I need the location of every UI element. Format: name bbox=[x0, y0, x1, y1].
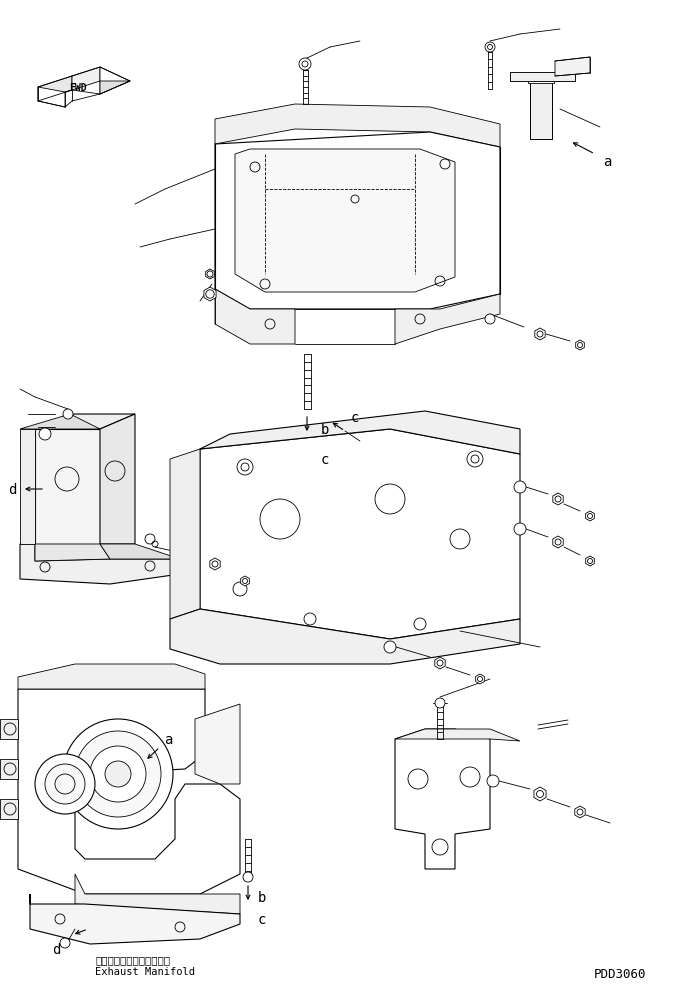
Polygon shape bbox=[20, 414, 100, 430]
Text: c: c bbox=[351, 410, 359, 425]
Polygon shape bbox=[0, 759, 18, 779]
Polygon shape bbox=[555, 58, 590, 77]
Polygon shape bbox=[200, 411, 520, 455]
Polygon shape bbox=[204, 288, 216, 302]
Polygon shape bbox=[0, 719, 18, 740]
Polygon shape bbox=[170, 609, 520, 665]
Polygon shape bbox=[38, 77, 72, 102]
Polygon shape bbox=[35, 430, 100, 544]
Polygon shape bbox=[38, 88, 65, 107]
Circle shape bbox=[75, 732, 161, 817]
Polygon shape bbox=[20, 544, 180, 585]
Circle shape bbox=[39, 429, 51, 441]
Polygon shape bbox=[20, 430, 35, 544]
Polygon shape bbox=[530, 82, 552, 140]
Polygon shape bbox=[35, 544, 110, 561]
Polygon shape bbox=[553, 494, 563, 506]
Polygon shape bbox=[206, 270, 214, 280]
Polygon shape bbox=[30, 894, 240, 944]
Circle shape bbox=[63, 719, 173, 829]
Polygon shape bbox=[575, 807, 585, 818]
Text: エキゾーストマニホールド: エキゾーストマニホールド bbox=[95, 954, 170, 964]
Circle shape bbox=[485, 315, 495, 324]
Polygon shape bbox=[100, 414, 135, 544]
Text: Exhaust Manifold: Exhaust Manifold bbox=[95, 966, 195, 976]
Polygon shape bbox=[35, 414, 135, 430]
Circle shape bbox=[487, 775, 499, 787]
Polygon shape bbox=[528, 78, 554, 84]
Text: FWD: FWD bbox=[69, 83, 87, 93]
Circle shape bbox=[384, 641, 396, 654]
Polygon shape bbox=[215, 290, 295, 345]
Polygon shape bbox=[476, 674, 484, 684]
Text: c: c bbox=[258, 912, 266, 926]
Text: d: d bbox=[52, 942, 60, 956]
Polygon shape bbox=[535, 328, 546, 340]
Polygon shape bbox=[0, 800, 18, 819]
Circle shape bbox=[105, 761, 131, 787]
Polygon shape bbox=[553, 536, 563, 548]
Circle shape bbox=[514, 524, 526, 535]
Polygon shape bbox=[100, 82, 130, 95]
Circle shape bbox=[63, 409, 73, 420]
Polygon shape bbox=[585, 556, 594, 566]
Circle shape bbox=[60, 938, 70, 948]
Polygon shape bbox=[395, 730, 490, 869]
Text: b: b bbox=[321, 423, 329, 437]
Polygon shape bbox=[435, 658, 445, 669]
Text: c: c bbox=[321, 453, 329, 466]
Polygon shape bbox=[210, 558, 220, 571]
Text: PDD3060: PDD3060 bbox=[594, 967, 646, 980]
Circle shape bbox=[45, 764, 85, 805]
Polygon shape bbox=[395, 730, 520, 741]
Polygon shape bbox=[72, 68, 100, 91]
Polygon shape bbox=[241, 577, 249, 587]
Polygon shape bbox=[395, 295, 500, 345]
Text: a: a bbox=[603, 155, 611, 169]
Polygon shape bbox=[18, 689, 240, 894]
Polygon shape bbox=[18, 665, 205, 689]
Polygon shape bbox=[510, 73, 575, 82]
Polygon shape bbox=[510, 73, 575, 82]
Circle shape bbox=[514, 481, 526, 494]
Text: b: b bbox=[258, 890, 266, 904]
Polygon shape bbox=[170, 450, 200, 619]
Circle shape bbox=[485, 43, 495, 53]
Polygon shape bbox=[215, 105, 500, 148]
Polygon shape bbox=[576, 340, 584, 351]
Polygon shape bbox=[534, 787, 546, 802]
Polygon shape bbox=[200, 430, 520, 639]
Polygon shape bbox=[100, 68, 130, 95]
Circle shape bbox=[299, 59, 311, 71]
Polygon shape bbox=[100, 544, 180, 559]
Text: a: a bbox=[164, 733, 172, 746]
Circle shape bbox=[145, 534, 155, 544]
Circle shape bbox=[35, 754, 95, 814]
Circle shape bbox=[243, 872, 253, 882]
Polygon shape bbox=[215, 133, 500, 310]
Text: d: d bbox=[8, 482, 16, 497]
Circle shape bbox=[90, 746, 146, 803]
Polygon shape bbox=[75, 875, 240, 914]
Polygon shape bbox=[195, 704, 240, 784]
Polygon shape bbox=[585, 512, 594, 522]
Polygon shape bbox=[235, 150, 455, 293]
Circle shape bbox=[435, 698, 445, 708]
